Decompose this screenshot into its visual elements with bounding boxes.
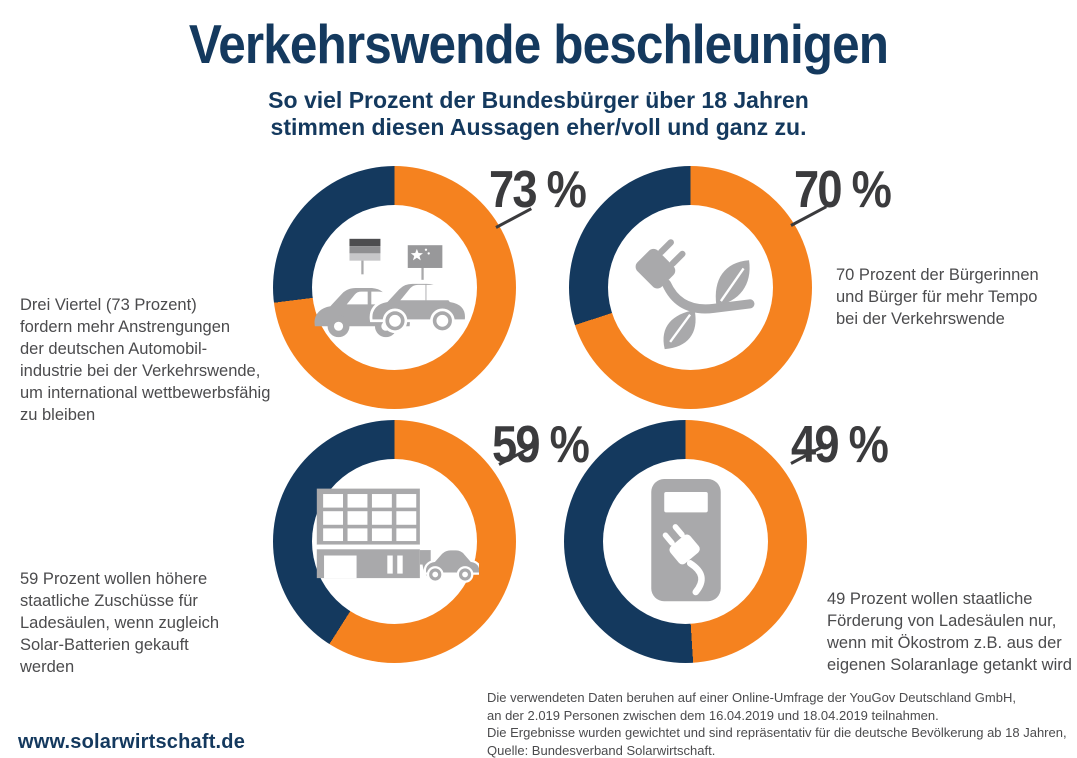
donut-hole-73	[312, 205, 477, 370]
donut-chart-49	[564, 420, 807, 663]
percent-label-70: 70 %	[794, 161, 892, 219]
percent-label-49: 49 %	[791, 416, 889, 474]
donut-chart-70	[569, 166, 812, 409]
page-subtitle: So viel Prozent der Bundesbürger über 18…	[268, 87, 809, 140]
plug-leaf-icon	[623, 224, 759, 351]
source-note: Die verwendeten Daten beruhen auf einer …	[487, 690, 1067, 758]
page-title: Verkehrswende beschleunigen	[188, 13, 889, 75]
solar-building-charging-car-icon	[311, 485, 482, 598]
caption-59: 59 Prozent wollen höhere staatliche Zusc…	[20, 570, 220, 676]
caption-70: 70 Prozent der Bürgerinnen und Bürger fü…	[836, 266, 1039, 328]
percent-label-59: 59 %	[492, 416, 590, 474]
donut-chart-59	[273, 420, 516, 663]
caption-73: Drei Viertel (73 Prozent) fordern mehr A…	[20, 296, 271, 424]
donut-hole-70	[608, 205, 773, 370]
website-link[interactable]: www.solarwirtschaft.de	[18, 731, 246, 753]
cars-with-flags-icon	[313, 237, 477, 339]
charging-station-icon	[642, 477, 730, 607]
caption-49: 49 Prozent wollen staatliche Förderung v…	[827, 590, 1072, 674]
donut-hole-59	[311, 459, 482, 624]
donut-chart-73	[273, 166, 516, 409]
percent-label-73: 73 %	[489, 161, 587, 219]
donut-hole-49	[603, 459, 768, 624]
